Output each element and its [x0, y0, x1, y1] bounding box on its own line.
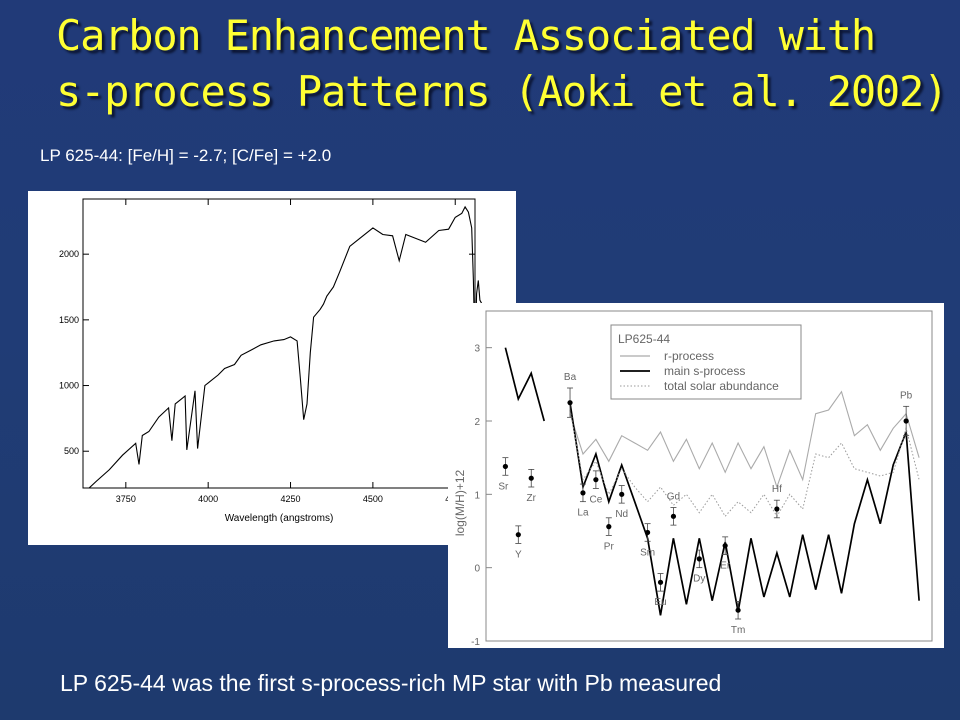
- spectrum-chart: 37504000425045004750500100015002000 Wave…: [59, 198, 491, 524]
- x-tick-label: 4250: [281, 494, 301, 504]
- data-point: [722, 543, 728, 549]
- x-tick-label: 4000: [198, 494, 218, 504]
- data-point: [619, 491, 625, 497]
- y-tick-label: 500: [64, 446, 79, 456]
- legend-entry-main-s-process: main s-process: [664, 364, 745, 378]
- x-tick-label: 4500: [363, 494, 383, 504]
- y-tick-label: 3: [474, 344, 480, 355]
- element-label: Er: [720, 560, 731, 571]
- data-point: [515, 532, 521, 538]
- data-point: [502, 463, 508, 470]
- element-label: Pb: [900, 390, 913, 401]
- legend-entry-total-solar: total solar abundance: [664, 379, 779, 393]
- element-label: Nd: [615, 509, 628, 520]
- title-line-2: s-process Patterns (Aoki et al. 2002): [56, 67, 948, 116]
- data-point: [774, 506, 780, 512]
- main-s-process-line: [504, 347, 546, 422]
- y-tick-label: 0: [474, 564, 480, 575]
- element-label: Eu: [654, 597, 666, 608]
- data-point: [593, 477, 599, 483]
- y-tick-label: -1: [471, 637, 480, 648]
- y-tick-label: 2000: [59, 249, 79, 259]
- abundance-chart-panel: -1 0 1 2 3 Sr Y Zr Ba La Ce Pr Nd Sm Eu Gd Dy Er Hf Tm Pb l…: [448, 303, 944, 648]
- slide-title: Carbon Enhancement Associated with s-pro…: [56, 8, 948, 120]
- spectrum-line: [88, 205, 491, 488]
- element-label: Zr: [527, 493, 537, 504]
- data-point: [567, 400, 573, 406]
- element-label: Hf: [772, 484, 782, 495]
- element-label: La: [577, 508, 589, 519]
- data-point: [696, 556, 702, 562]
- title-line-1: Carbon Enhancement Associated with: [56, 11, 876, 60]
- data-point: [606, 524, 612, 530]
- spectrum-chart-panel: 37504000425045004750500100015002000 Wave…: [28, 191, 516, 545]
- data-point: [735, 607, 741, 613]
- abundance-plot-frame: [485, 310, 933, 642]
- element-label: Ce: [589, 494, 602, 505]
- abundance-y-axis-label: log(M/H)+12: [453, 469, 467, 536]
- y-tick-label: 1: [474, 490, 480, 501]
- legend-box: [610, 324, 802, 400]
- slide-caption: LP 625-44 was the first s-process-rich M…: [60, 670, 722, 696]
- element-label: Tm: [731, 625, 745, 636]
- element-label: Y: [515, 549, 522, 560]
- abundance-legend: LP625-44 r-process main s-process total …: [610, 324, 802, 400]
- y-tick-label: 1000: [59, 381, 79, 391]
- spectrum-x-axis-label: Wavelength (angstroms): [225, 513, 334, 524]
- element-label: Gd: [667, 492, 680, 503]
- element-label: Dy: [693, 574, 705, 585]
- element-label: Pr: [604, 541, 615, 552]
- element-label: Ba: [564, 372, 577, 383]
- element-label: Sm: [640, 547, 655, 558]
- spectrum-subtitle: LP 625-44: [Fe/H] = -2.7; [C/Fe] = +2.0: [40, 146, 332, 165]
- legend-entry-r-process: r-process: [664, 349, 714, 363]
- data-point: [580, 490, 586, 496]
- main-s-process-line: [569, 402, 920, 616]
- data-point: [657, 579, 664, 585]
- r-process-line: [569, 390, 920, 489]
- data-point: [528, 475, 534, 481]
- y-tick-label: 1500: [59, 315, 79, 325]
- data-point: [670, 513, 677, 519]
- element-label: Sr: [498, 481, 509, 492]
- data-point: [903, 418, 909, 424]
- y-tick-label: 2: [474, 417, 480, 428]
- legend-title: LP625-44: [618, 332, 670, 346]
- data-point: [644, 529, 651, 536]
- x-tick-label: 3750: [116, 494, 136, 504]
- total-solar-line: [569, 409, 920, 518]
